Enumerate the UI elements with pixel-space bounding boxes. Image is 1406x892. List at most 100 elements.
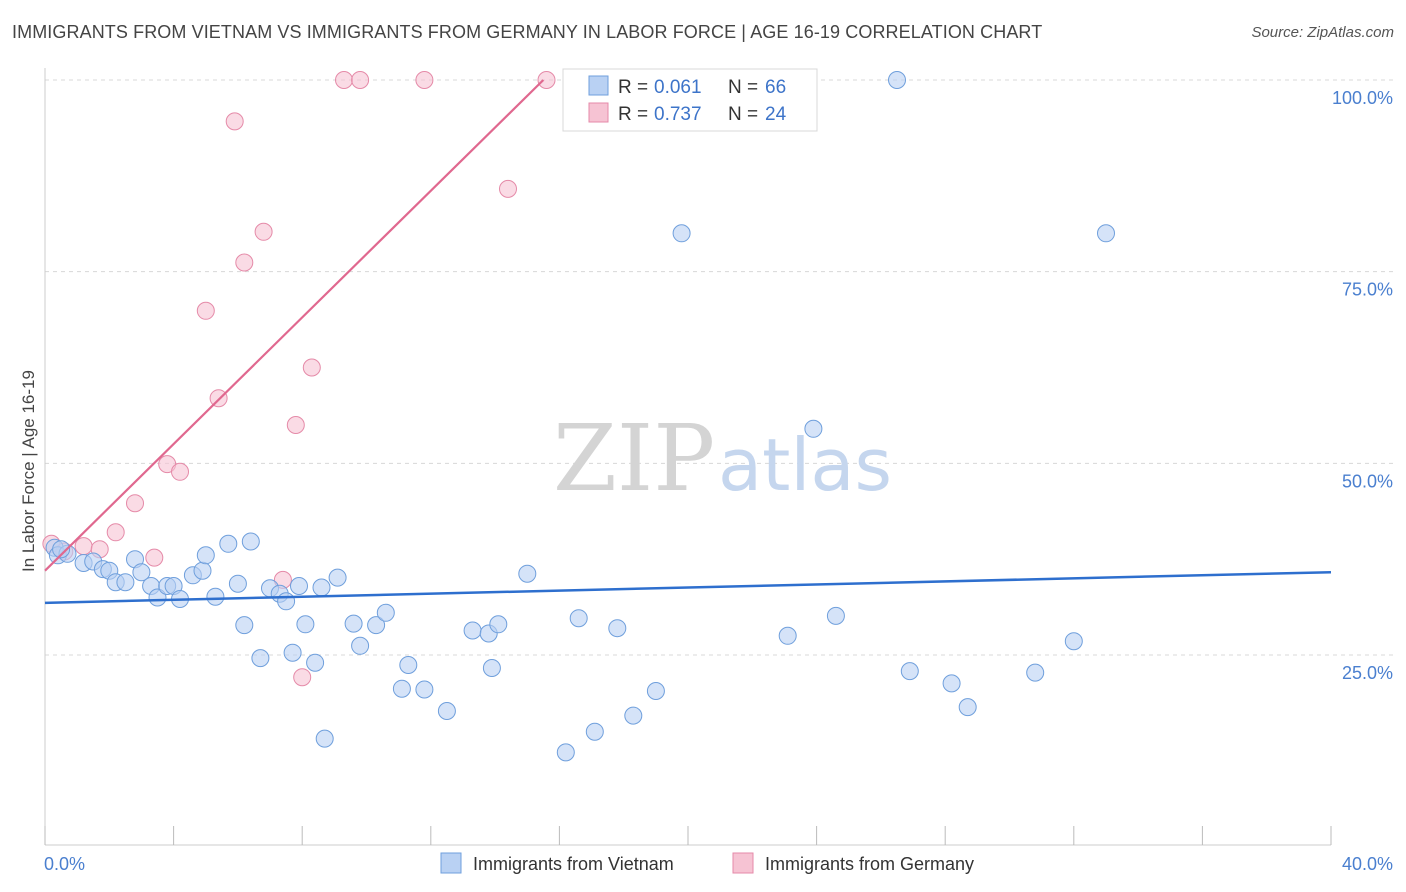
vietnam-point-39 xyxy=(392,679,411,698)
germany-point-22 xyxy=(537,71,556,89)
vietnam-point-21 xyxy=(228,574,247,593)
legend-germany-swatch xyxy=(588,102,609,123)
x-tick-label-min: 0.0% xyxy=(44,854,85,874)
vietnam-point-55 xyxy=(778,626,797,645)
vietnam-point-27 xyxy=(277,592,296,611)
trendlines xyxy=(44,79,1332,605)
germany-point-4 xyxy=(106,523,125,542)
germany-point-2 xyxy=(74,537,93,556)
x-axis-ticks xyxy=(44,826,1332,845)
vietnam-point-53 xyxy=(646,682,665,700)
legend-germany-r-value: 0.737 xyxy=(654,104,702,125)
legend-vietnam-name: Immigrants from Vietnam xyxy=(473,854,674,874)
legend-germany-r-label: R = xyxy=(618,104,648,125)
y-tick-label-75: 75.0% xyxy=(1342,280,1393,300)
vietnam-point-62 xyxy=(1026,663,1045,682)
germany-point-8 xyxy=(171,462,189,481)
germany-point-5 xyxy=(126,494,144,513)
vietnam-point-32 xyxy=(312,578,331,597)
y-tick-labels: 25.0% 50.0% 75.0% 100.0% xyxy=(1332,88,1393,683)
germany-point-9 xyxy=(196,301,215,320)
vietnam-point-64 xyxy=(1097,224,1115,243)
watermark-zip: ZIP xyxy=(553,405,715,512)
vietnam-point-65 xyxy=(52,540,71,559)
vietnam-point-61 xyxy=(958,698,977,717)
vietnam-point-30 xyxy=(296,615,315,634)
vietnam-point-63 xyxy=(1064,632,1083,651)
vietnam-point-36 xyxy=(351,636,370,655)
legend-stats: R = 0.061 N = 66 R = 0.737 N = 24 xyxy=(562,68,818,132)
germany-point-12 xyxy=(235,253,254,272)
vietnam-point-56 xyxy=(804,419,823,438)
vietnam-point-38 xyxy=(376,603,395,622)
chart-title: IMMIGRANTS FROM VIETNAM VS IMMIGRANTS FR… xyxy=(12,22,1043,42)
y-axis-label: In Labor Force | Age 16-19 xyxy=(19,370,38,572)
y-tick-label-25: 25.0% xyxy=(1342,663,1393,683)
y-tick-label-50: 50.0% xyxy=(1342,471,1393,491)
vietnam-point-47 xyxy=(518,564,537,583)
vietnam-point-52 xyxy=(624,706,643,725)
legend-vietnam-n-value: 66 xyxy=(765,77,786,98)
germany-trendline xyxy=(44,79,545,572)
vietnam-point-10 xyxy=(132,563,151,582)
legend-vietnam-n-label: N = xyxy=(728,77,758,98)
vietnam-point-19 xyxy=(206,587,225,606)
legend-germany-n-label: N = xyxy=(728,104,758,125)
vietnam-point-46 xyxy=(489,615,508,634)
vietnam-point-60 xyxy=(942,674,961,693)
germany-point-18 xyxy=(335,71,353,89)
vietnam-point-17 xyxy=(193,561,212,580)
germany-point-11 xyxy=(225,112,244,131)
vietnam-point-34 xyxy=(328,568,347,587)
watermark-atlas: atlas xyxy=(718,423,892,507)
vietnam-point-48 xyxy=(556,743,575,762)
vietnam-point-41 xyxy=(415,680,434,699)
legend-vietnam-bottom-swatch xyxy=(440,852,462,874)
vietnam-point-58 xyxy=(888,71,906,89)
vietnam-point-22 xyxy=(235,616,254,635)
germany-point-13 xyxy=(254,222,273,241)
vietnam-point-57 xyxy=(826,606,845,625)
legend-germany-bottom-swatch xyxy=(732,852,754,874)
gridlines xyxy=(45,79,1393,656)
vietnam-point-50 xyxy=(585,722,604,741)
germany-point-15 xyxy=(286,416,305,434)
vietnam-point-59 xyxy=(900,662,919,681)
vietnam-point-49 xyxy=(569,609,588,628)
legend-vietnam-swatch xyxy=(588,75,609,96)
legend-series: Immigrants from Vietnam Immigrants from … xyxy=(440,852,974,874)
germany-point-19 xyxy=(351,71,370,89)
vietnam-point-54 xyxy=(672,224,691,243)
legend-vietnam-r-label: R = xyxy=(618,77,648,98)
watermark: ZIP atlas xyxy=(553,405,892,512)
series-germany xyxy=(42,71,582,687)
vietnam-point-40 xyxy=(399,656,418,674)
vietnam-point-23 xyxy=(241,532,260,551)
legend-germany-name: Immigrants from Germany xyxy=(765,854,974,874)
vietnam-point-18 xyxy=(196,546,215,565)
vietnam-point-37 xyxy=(367,616,386,635)
germany-point-6 xyxy=(145,548,164,567)
vietnam-point-28 xyxy=(283,643,302,662)
vietnam-point-51 xyxy=(608,619,627,638)
germany-point-21 xyxy=(499,179,517,198)
vietnam-point-43 xyxy=(463,621,482,640)
vietnam-point-8 xyxy=(116,573,135,592)
vietnam-point-24 xyxy=(251,649,270,668)
legend-germany-n-value: 24 xyxy=(765,104,787,125)
x-tick-label-max: 40.0% xyxy=(1342,854,1393,874)
vietnam-point-42 xyxy=(437,702,456,720)
vietnam-trendline xyxy=(44,570,1332,605)
vietnam-point-31 xyxy=(306,653,325,672)
germany-point-17 xyxy=(302,358,321,377)
vietnam-point-12 xyxy=(148,588,167,607)
vietnam-point-20 xyxy=(219,534,238,553)
vietnam-point-45 xyxy=(482,659,501,677)
y-tick-label-100: 100.0% xyxy=(1332,88,1393,108)
legend-vietnam-r-value: 0.061 xyxy=(654,77,702,98)
germany-point-20 xyxy=(415,71,434,89)
vietnam-point-35 xyxy=(344,614,363,633)
source-label: Source: ZipAtlas.com xyxy=(1251,24,1394,41)
vietnam-point-33 xyxy=(315,729,334,748)
